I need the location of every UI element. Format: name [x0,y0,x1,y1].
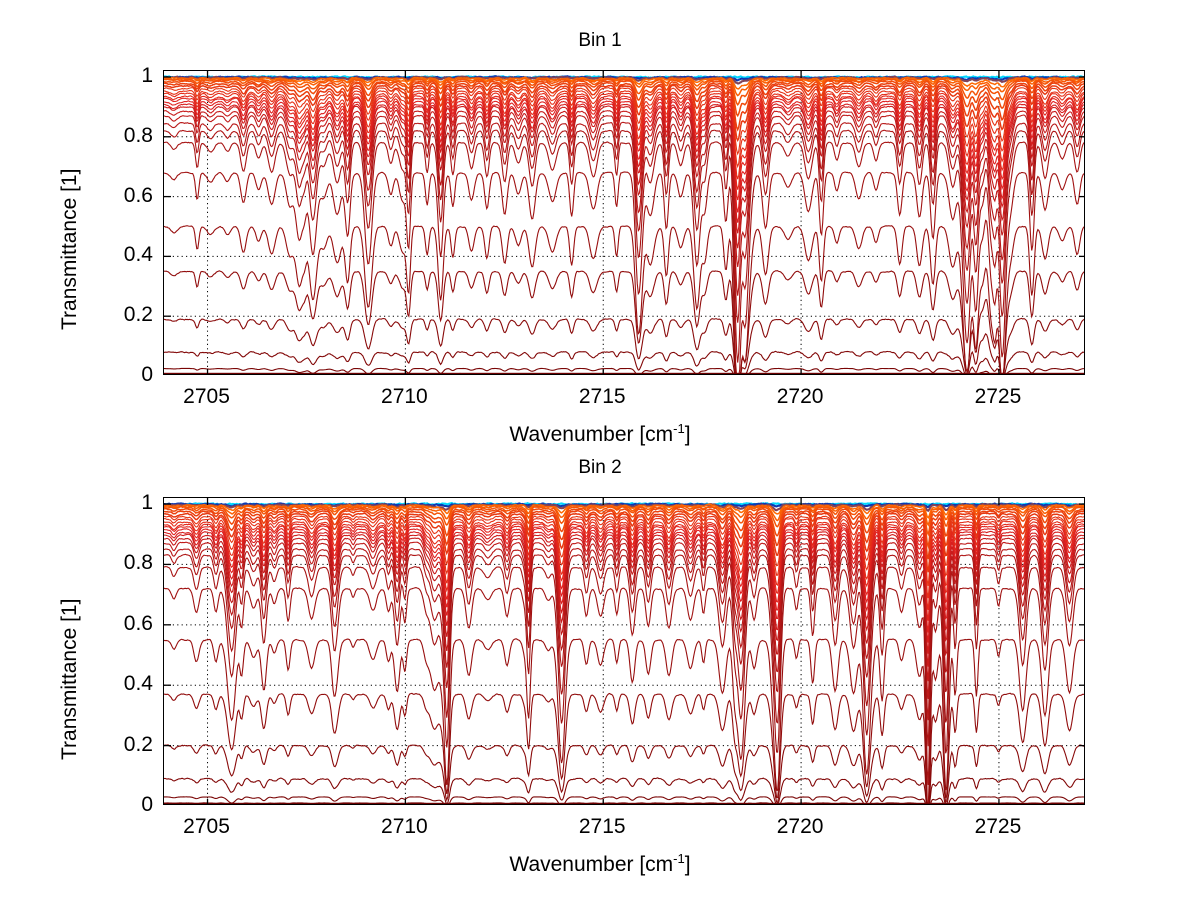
spectrum-curve [164,503,1084,520]
x-tick-label: 2710 [381,385,428,408]
grid-lines [164,498,1084,804]
spectrum-curve [164,505,1084,537]
spectrum-curve [164,512,1084,573]
x-axis-label-main-bin2: Wavenumber [cm [509,853,674,876]
spectrum-curve [164,530,1084,654]
spectrum-curve [164,95,1084,190]
spectrum-curve [164,527,1084,643]
spectrum-curve [164,509,1084,560]
spectrum-curve [164,350,1084,374]
x-tick-label: 2720 [776,815,824,838]
x-axis-label-main-bin1: Wavenumber [cm [509,423,674,446]
x-tick-label: 2715 [578,385,626,408]
spectrum-curve [164,541,1084,700]
spectrum-curve [164,523,1084,621]
spectrum-curve [164,76,1084,90]
y-tick-label: 0.2 [123,732,153,756]
y-axis-label-text-bin2: Transmittance [1] [58,598,81,760]
tick-marks [164,71,1084,374]
tick-marks [164,498,1084,804]
y-tick-label: 1 [141,491,153,515]
spectrum-curve [164,638,1084,804]
x-tick-label: 2725 [974,815,1022,838]
spectrum-curve [164,587,1084,804]
y-axis-label-bin2: Transmittance [1] [58,599,82,760]
x-axis-label-bin1: Wavenumber [cm-1] [0,421,1200,447]
spectrum-curve [164,89,1084,169]
x-tick-label: 2710 [381,815,428,838]
x-tick-label: 2705 [183,815,230,838]
spectrum-curve [164,565,1084,785]
spectrum-curve [164,517,1084,599]
axes-bin1 [163,70,1085,375]
spectrum-curve [164,92,1084,180]
spectrum-curve [164,507,1084,550]
spectrum-curve [164,97,1084,201]
spectrum-curve [164,547,1084,721]
spectra-plot-bin2 [164,498,1084,804]
spectrum-curve [164,533,1084,667]
saturated-floor-band [164,372,1084,374]
spectrum-curve [164,129,1084,323]
spectrum-curve [164,692,1084,804]
spectrum-curve [164,553,1084,747]
y-tick-label: 0.6 [123,183,153,207]
spectra-plot-bin1 [164,71,1084,374]
spectrum-curve [164,114,1084,267]
spectrum-curve [164,777,1084,804]
spectrum-curve [164,796,1084,804]
x-axis-label-exponent-bin1: -1 [673,421,685,436]
x-axis-label-tail-bin2: ] [684,853,691,876]
x-tick-label: 2725 [974,385,1022,408]
x-axis-label-bin2: Wavenumber [cm-1] [0,851,1200,877]
spectrum-curve [164,171,1084,374]
spectrum-curve [164,525,1084,633]
spectrum-curve [164,141,1084,363]
spectrum-curve [164,269,1084,374]
spectrum-curve [164,121,1084,296]
x-axis-label-exponent-bin2: -1 [673,851,685,866]
panel-bin1: Bin 1 Transmittance [1] Wavenumber [cm-1… [0,0,1200,450]
y-tick-label: 0 [141,363,153,386]
axes-bin2 [163,497,1085,805]
spectra-curves [164,501,1084,804]
spectra-curves [164,75,1084,374]
y-tick-label: 0.8 [123,123,153,147]
y-tick-label: 1 [141,63,153,87]
spectrum-curve [164,100,1084,213]
spectrum-curve [164,81,1084,132]
spectrum-curve [164,78,1084,106]
x-tick-label: 2720 [776,385,824,408]
spectrum-curve [164,520,1084,611]
spectrum-curve [164,86,1084,156]
y-tick-label: 0.2 [123,303,153,327]
y-tick-label: 0.6 [123,611,153,635]
spectrum-curve [164,744,1084,804]
spectrum-curve [164,317,1084,374]
spectrum-curve [164,225,1084,374]
x-tick-label: 2715 [578,815,626,838]
panel-title-bin1: Bin 1 [578,30,622,51]
spectrum-curve [164,84,1084,143]
y-tick-label: 0.4 [123,243,153,267]
spectrum-curve [164,75,1084,85]
spectrum-curve [164,515,1084,586]
panel-title-bin2: Bin 2 [578,457,622,478]
spectrum-curve [164,105,1084,234]
y-tick-label: 0.8 [123,551,153,575]
x-axis-label-tail-bin1: ] [684,423,691,446]
spectrum-curve [164,103,1084,223]
x-tick-label: 2705 [183,385,230,408]
y-tick-label: 0.4 [123,672,153,696]
spectrum-curve [164,110,1084,249]
saturated-floor-band [164,802,1084,804]
spectrum-curve [164,537,1084,682]
y-tick-label: 0 [141,793,153,816]
spectrum-curve [164,367,1084,374]
spectrum-curve [164,79,1084,118]
